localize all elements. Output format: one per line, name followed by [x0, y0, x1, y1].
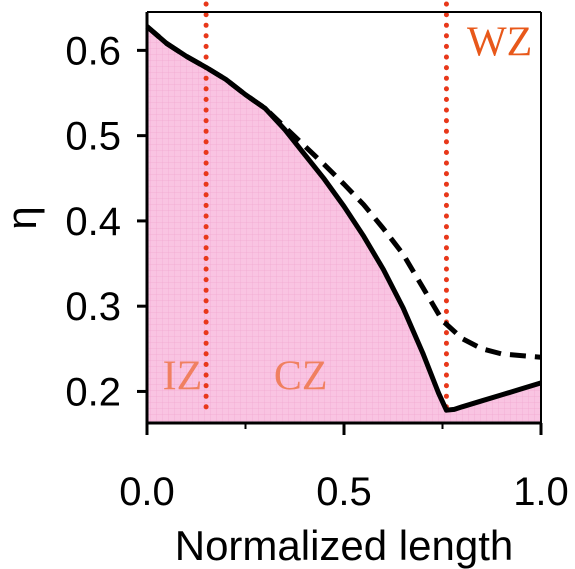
solid-series-line: [145, 24, 542, 413]
zone-label-iz: IZ: [163, 354, 203, 400]
shaded-area: [147, 26, 541, 423]
y-tick-label: 0.6: [65, 29, 121, 73]
y-tick-label: 0.3: [65, 285, 121, 329]
tick-labels: 0.2 0.3 0.4 0.5 0.6 0.0 0.5 1.0: [65, 29, 568, 514]
zone-label-wz: WZ: [467, 19, 532, 65]
x-tick-label: 1.0: [513, 470, 569, 514]
y-axis-title: η: [0, 206, 45, 229]
y-tick-label: 0.4: [65, 200, 121, 244]
shaded-region: [147, 26, 541, 423]
x-axis-title: Normalized length: [175, 522, 514, 569]
x-tick-label: 0.0: [119, 470, 175, 514]
axes: [137, 11, 543, 435]
x-tick-label: 0.5: [316, 470, 372, 514]
zone-labels: IZ CZ WZ: [163, 19, 533, 399]
series-lines: [145, 24, 542, 413]
y-tick-label: 0.5: [65, 115, 121, 159]
zone-label-cz: CZ: [274, 354, 328, 400]
y-tick-label: 0.2: [65, 370, 121, 414]
